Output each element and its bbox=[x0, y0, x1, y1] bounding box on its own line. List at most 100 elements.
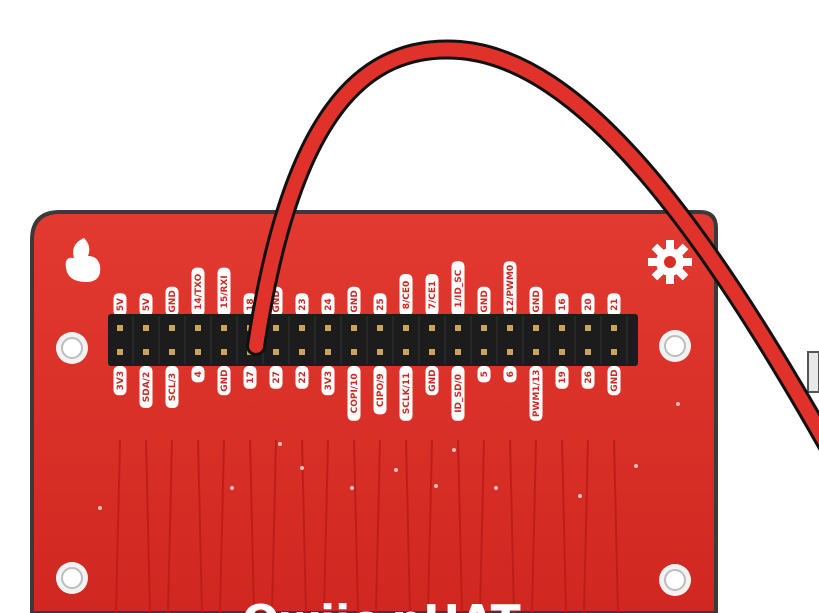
pin-label-top-1: 5V bbox=[113, 293, 127, 316]
pin-label-text: 16 bbox=[558, 298, 568, 311]
header-pin-bottom-8 bbox=[299, 349, 305, 355]
trace-2 bbox=[145, 439, 151, 613]
pin-label-top-20: 21 bbox=[607, 293, 621, 316]
trace-15 bbox=[479, 439, 485, 613]
pin-label-bottom-1: 3V3 bbox=[113, 366, 127, 396]
header-pin-top-10 bbox=[351, 325, 357, 331]
pin-label-bottom-10: COPI/10 bbox=[347, 366, 361, 421]
pcb-vias bbox=[98, 402, 680, 510]
pin-label-text: GND bbox=[168, 290, 178, 312]
pin-label-text: CIPO/9 bbox=[376, 373, 386, 407]
header-pin-bottom-15 bbox=[481, 349, 487, 355]
pin-label-text: 4 bbox=[194, 371, 204, 377]
header-pin-bottom-3 bbox=[169, 349, 175, 355]
pin-label-top-13: 7/CE1 bbox=[425, 274, 439, 316]
header-pin-top-11 bbox=[377, 325, 383, 331]
pin-label-text: SCL/3 bbox=[168, 373, 178, 401]
pin-label-top-17: GND bbox=[529, 286, 543, 316]
pin-label-bottom-16: 6 bbox=[503, 366, 517, 383]
pin-label-top-11: 25 bbox=[373, 293, 387, 316]
header-pin-top-20 bbox=[611, 325, 617, 331]
pin-label-bottom-18: 19 bbox=[555, 366, 569, 389]
pin-label-bottom-5: GND bbox=[217, 366, 231, 396]
header-pin-top-8 bbox=[299, 325, 305, 331]
header-pin-top-13 bbox=[429, 325, 435, 331]
pin-label-text: GND bbox=[480, 290, 490, 312]
trace-4 bbox=[197, 439, 203, 613]
pin-label-text: GND bbox=[610, 369, 620, 391]
header-pin-bottom-18 bbox=[559, 349, 565, 355]
header-pin-bottom-1 bbox=[117, 349, 123, 355]
header-pin-bottom-4 bbox=[195, 349, 201, 355]
pin-label-text: GND bbox=[428, 369, 438, 391]
pin-label-text: 3V3 bbox=[116, 371, 126, 391]
pin-label-bottom-6: 17 bbox=[243, 366, 257, 389]
pin-label-text: PWM1/13 bbox=[532, 370, 542, 418]
pin-label-bottom-20: GND bbox=[607, 366, 621, 396]
trace-20 bbox=[613, 439, 619, 613]
pin-label-top-4: 14/TXO bbox=[191, 267, 205, 316]
pin-label-text: 22 bbox=[298, 371, 308, 384]
header-pin-top-7 bbox=[273, 325, 279, 331]
pin-label-text: GND bbox=[272, 290, 282, 312]
pin-label-text: 26 bbox=[584, 371, 594, 384]
pin-label-text: 12/PWM0 bbox=[506, 265, 516, 313]
pin-label-top-15: GND bbox=[477, 286, 491, 316]
pin-label-bottom-2: SDA/2 bbox=[139, 366, 153, 408]
pin-label-bottom-9: 3V3 bbox=[321, 366, 335, 396]
header-pin-bottom-20 bbox=[611, 349, 617, 355]
trace-13 bbox=[427, 439, 433, 613]
trace-16 bbox=[509, 439, 515, 613]
pin-label-text: 21 bbox=[610, 298, 620, 311]
pin-labels-bottom: 3V3 SDA/2 SCL/3 4 GND 17 27 22 3V3 COPI/10 CIPO/9 S… bbox=[113, 366, 621, 421]
header-pin-top-18 bbox=[559, 325, 565, 331]
pin-label-text: GND bbox=[220, 369, 230, 391]
header-pin-bottom-11 bbox=[377, 349, 383, 355]
mounting-hole-top-left bbox=[56, 332, 88, 364]
gear-icon bbox=[648, 240, 692, 284]
pin-label-top-5: 15/RXI bbox=[217, 267, 231, 316]
header-pin-bottom-16 bbox=[507, 349, 513, 355]
pin-label-text: 25 bbox=[376, 298, 386, 311]
header-pin-bottom-7 bbox=[273, 349, 279, 355]
header-pin-bottom-9 bbox=[325, 349, 331, 355]
pin-label-text: 24 bbox=[324, 298, 334, 311]
header-pin-bottom-19 bbox=[585, 349, 591, 355]
trace-3 bbox=[167, 439, 173, 613]
sparkfun-flame-icon bbox=[65, 238, 101, 282]
pin-label-top-3: GND bbox=[165, 286, 179, 316]
pin-label-top-14: 1/ID_SC bbox=[451, 261, 465, 316]
pin-label-text: 5V bbox=[142, 298, 152, 311]
pin-label-text: 14/TXO bbox=[194, 273, 204, 310]
header-pin-bottom-14 bbox=[455, 349, 461, 355]
trace-10 bbox=[353, 439, 359, 613]
pin-label-top-9: 24 bbox=[321, 293, 335, 316]
pin-label-bottom-13: GND bbox=[425, 366, 439, 396]
trace-1 bbox=[115, 439, 121, 613]
pin-label-top-12: 8/CE0 bbox=[399, 274, 413, 316]
pin-label-text: 27 bbox=[272, 371, 282, 384]
header-pin-top-17 bbox=[533, 325, 539, 331]
pin-label-top-2: 5V bbox=[139, 293, 153, 316]
pin-label-text: 18 bbox=[246, 298, 256, 311]
header-pin-top-14 bbox=[455, 325, 461, 331]
header-pin-top-4 bbox=[195, 325, 201, 331]
pin-label-text: 20 bbox=[584, 298, 594, 311]
pin-label-bottom-12: SCLK/11 bbox=[399, 366, 413, 421]
header-pin-top-9 bbox=[325, 325, 331, 331]
pin-label-top-18: 16 bbox=[555, 293, 569, 316]
pin-label-text: 6 bbox=[506, 371, 516, 377]
pin-label-bottom-7: 27 bbox=[269, 366, 283, 389]
pin-label-text: 1/ID_SC bbox=[454, 269, 464, 307]
pin-labels-top: 5V 5V GND 14/TXO 15/RXI 18 GND 23 24 GND 25 8/CE0 7/… bbox=[113, 261, 621, 316]
jumper-wire bbox=[246, 39, 819, 451]
mounting-hole-bottom-right bbox=[659, 564, 691, 596]
trace-12 bbox=[405, 439, 411, 613]
pin-label-text: SDA/2 bbox=[142, 372, 152, 402]
pin-label-text: 17 bbox=[246, 371, 256, 384]
pin-label-text: 5 bbox=[480, 371, 490, 377]
pin-label-bottom-4: 4 bbox=[191, 366, 205, 383]
mounting-hole-bottom-left bbox=[56, 562, 88, 594]
header-pin-bottom-5 bbox=[221, 349, 227, 355]
